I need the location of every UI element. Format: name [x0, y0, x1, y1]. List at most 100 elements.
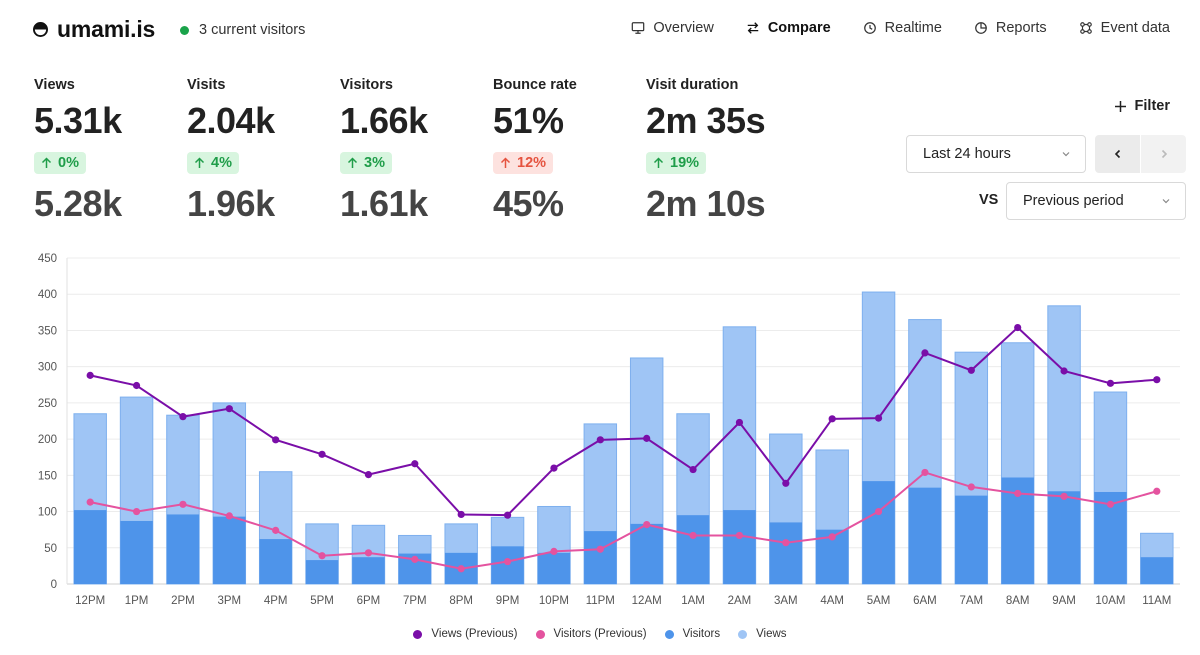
legend-dot — [738, 629, 748, 639]
nav-reports-label: Reports — [995, 20, 1047, 36]
bar-visitors — [1047, 491, 1081, 584]
x-tick-label: 9AM — [1052, 595, 1076, 607]
point-views-previous — [643, 434, 651, 442]
point-views-previous — [550, 464, 558, 472]
point-views-previous — [1153, 376, 1161, 384]
arrow-up-icon — [347, 157, 358, 168]
chart-legend: Views (Previous) Visitors (Previous) Visit… — [0, 628, 1200, 640]
y-tick-label: 0 — [51, 579, 57, 591]
traffic-chart: 0 50 100 150 200 250 300 350 400 450 12PM 1PM 2PM 3PM… — [0, 245, 1200, 655]
point-views-previous — [86, 371, 94, 379]
x-tick-label: 9PM — [496, 595, 520, 607]
nav-realtime-label: Realtime — [884, 20, 942, 36]
bar-visitors — [723, 510, 756, 584]
point-views-previous — [921, 349, 929, 357]
point-visitors-previous — [874, 507, 883, 516]
point-views-previous — [689, 465, 697, 474]
bar-visitors — [259, 539, 292, 584]
metric-change-badge: 4% — [187, 152, 239, 174]
brand[interactable]: umami.is — [33, 16, 155, 43]
chevron-down-icon — [1162, 199, 1170, 204]
bar-visitors — [352, 557, 385, 584]
x-tick-label: 12PM — [75, 595, 105, 607]
point-views-previous — [1014, 323, 1022, 332]
x-tick-label: 11AM — [1142, 595, 1171, 607]
chevron-right-icon — [1161, 149, 1167, 159]
plus-icon — [1114, 100, 1126, 112]
y-tick-label: 100 — [38, 507, 57, 519]
legend-label: Views (Previous) — [431, 628, 518, 640]
nav-event-data[interactable]: Event data — [1079, 20, 1170, 36]
x-tick-label: 2PM — [171, 595, 195, 607]
nav-compare[interactable]: Compare — [746, 20, 831, 36]
bar-visitors — [769, 522, 803, 584]
x-tick-label: 5AM — [867, 595, 891, 607]
bar-visitors — [584, 531, 617, 584]
point-visitors-previous — [828, 533, 836, 541]
umami-logo-icon — [33, 22, 48, 37]
metric-label: Views — [34, 77, 75, 93]
bar-visitors — [305, 560, 339, 584]
point-visitors-previous — [457, 565, 465, 573]
point-views-previous — [225, 405, 233, 413]
metric-change-badge: 19% — [646, 152, 707, 174]
line-views-previous — [89, 326, 1157, 517]
legend-item[interactable]: Views (Previous) — [413, 628, 518, 640]
bar-visitors — [537, 552, 571, 584]
previous-range-button[interactable] — [1095, 135, 1140, 173]
point-visitors-previous — [225, 512, 233, 520]
point-visitors-previous — [364, 549, 373, 557]
nav-realtime[interactable]: Realtime — [863, 20, 942, 36]
point-views-previous — [967, 366, 975, 374]
y-tick-label: 350 — [38, 325, 57, 337]
compare-arrows-icon — [747, 22, 759, 34]
vs-label: VS — [979, 192, 999, 208]
point-views-previous — [318, 450, 326, 458]
y-tick-label: 50 — [44, 543, 57, 555]
bar-visitors — [1140, 557, 1174, 584]
point-visitors-previous — [179, 500, 187, 508]
bar-visitors — [676, 515, 710, 584]
y-tick-label: 450 — [38, 253, 57, 265]
x-tick-label: 1PM — [125, 595, 149, 607]
point-views-previous — [503, 511, 512, 519]
date-range-select[interactable]: Last 24 hours — [906, 135, 1086, 173]
nav-overview-label: Overview — [653, 20, 714, 36]
point-visitors-previous — [550, 547, 558, 555]
filter-button[interactable]: Filter — [1114, 98, 1170, 114]
bar-visitors — [491, 546, 524, 584]
legend-label: Visitors — [682, 628, 721, 640]
arrow-up-icon — [500, 157, 511, 168]
chevron-down-icon — [1062, 152, 1070, 157]
metric-bounce-rate: Bounce rate 51% 12% 45% — [493, 77, 646, 225]
metric-visitors: Visitors 1.66k 3% 1.61k — [340, 77, 493, 225]
point-visitors-previous — [272, 526, 280, 534]
compare-period-select[interactable]: Previous period — [1006, 182, 1186, 220]
x-tick-label: 8PM — [449, 595, 473, 607]
x-tick-label: 11PM — [586, 595, 615, 607]
metric-visit-duration: Visit duration 2m 35s 19% 2m 10s — [646, 77, 826, 225]
bar-visitors — [213, 516, 246, 584]
legend-label: Visitors (Previous) — [553, 628, 647, 640]
bar-visitors — [73, 510, 107, 584]
compare-period-value: Previous period — [1023, 193, 1124, 209]
y-tick-label: 250 — [38, 398, 57, 410]
nav-overview[interactable]: Overview — [631, 20, 714, 36]
chart-canvas: 0 50 100 150 200 250 300 350 400 450 12PM 1PM 2PM 3PM… — [38, 253, 1180, 607]
legend-item[interactable]: Views — [738, 628, 787, 640]
nav-reports[interactable]: Reports — [974, 20, 1047, 36]
legend-item[interactable]: Visitors (Previous) — [535, 628, 647, 640]
x-tick-label: 10AM — [1095, 595, 1125, 607]
point-views-previous — [272, 436, 280, 444]
x-tick-label: 4PM — [264, 595, 288, 607]
point-visitors-previous — [132, 507, 141, 516]
bar-visitors — [862, 481, 895, 584]
pie-chart-icon — [975, 22, 987, 34]
legend-item[interactable]: Visitors — [664, 628, 721, 640]
bar-visitors — [120, 520, 153, 584]
point-visitors-previous — [643, 520, 651, 529]
point-views-previous — [1060, 367, 1068, 375]
metric-label: Bounce rate — [493, 77, 577, 93]
next-range-button[interactable] — [1140, 135, 1186, 173]
y-tick-label: 300 — [38, 362, 57, 374]
